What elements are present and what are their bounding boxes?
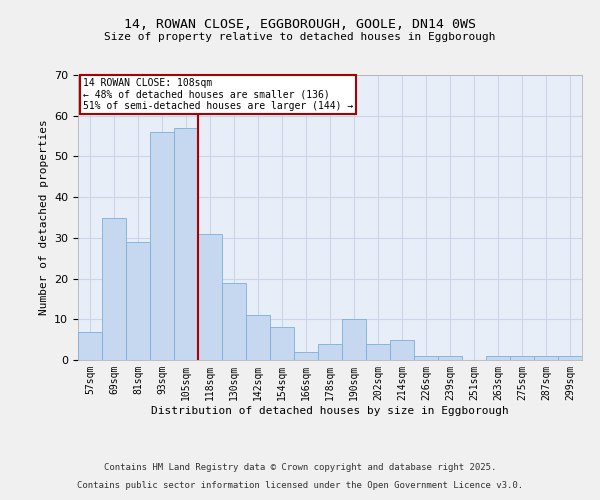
Bar xyxy=(150,132,174,360)
Bar xyxy=(198,234,222,360)
Bar xyxy=(222,282,246,360)
Bar xyxy=(486,356,510,360)
Text: Contains HM Land Registry data © Crown copyright and database right 2025.: Contains HM Land Registry data © Crown c… xyxy=(104,464,496,472)
Bar xyxy=(78,332,102,360)
Bar xyxy=(294,352,318,360)
Bar xyxy=(366,344,390,360)
Bar xyxy=(438,356,462,360)
Bar xyxy=(126,242,150,360)
Bar xyxy=(390,340,414,360)
Text: Contains public sector information licensed under the Open Government Licence v3: Contains public sector information licen… xyxy=(77,481,523,490)
Bar xyxy=(342,320,366,360)
Bar xyxy=(510,356,534,360)
Bar xyxy=(558,356,582,360)
Bar xyxy=(246,315,270,360)
Bar xyxy=(102,218,126,360)
Text: 14, ROWAN CLOSE, EGGBOROUGH, GOOLE, DN14 0WS: 14, ROWAN CLOSE, EGGBOROUGH, GOOLE, DN14… xyxy=(124,18,476,30)
Bar xyxy=(534,356,558,360)
Bar xyxy=(414,356,438,360)
X-axis label: Distribution of detached houses by size in Eggborough: Distribution of detached houses by size … xyxy=(151,406,509,415)
Bar xyxy=(270,328,294,360)
Bar xyxy=(174,128,198,360)
Text: 14 ROWAN CLOSE: 108sqm
← 48% of detached houses are smaller (136)
51% of semi-de: 14 ROWAN CLOSE: 108sqm ← 48% of detached… xyxy=(83,78,353,111)
Bar xyxy=(318,344,342,360)
Text: Size of property relative to detached houses in Eggborough: Size of property relative to detached ho… xyxy=(104,32,496,42)
Y-axis label: Number of detached properties: Number of detached properties xyxy=(38,120,49,316)
